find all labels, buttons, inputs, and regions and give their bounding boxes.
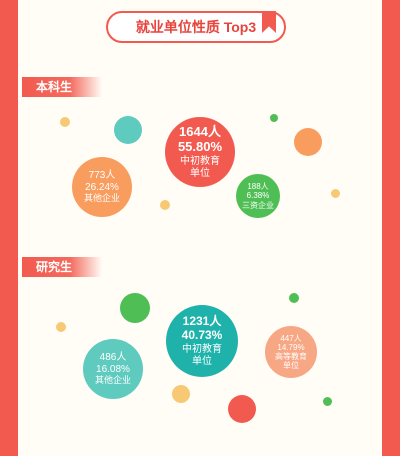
graduate-top2-bubble: 486人 16.08% 其他企业 bbox=[83, 339, 143, 399]
graduate-top1-type: 中初教育 bbox=[182, 344, 222, 356]
undergrad-top3-bubble: 188人 6.38% 三资企业 bbox=[236, 174, 280, 218]
decor-dot bbox=[160, 200, 170, 210]
graduate-top3-type-2: 单位 bbox=[283, 361, 299, 371]
graduate-top2-count: 486人 bbox=[99, 352, 127, 364]
undergrad-top2-percent: 26.24% bbox=[85, 181, 119, 193]
decor-dot bbox=[294, 128, 322, 156]
decor-dot bbox=[60, 117, 70, 127]
graduate-top3-count: 447人 bbox=[280, 333, 302, 343]
bookmark-icon bbox=[262, 11, 276, 33]
undergrad-top3-type: 三资企业 bbox=[242, 200, 274, 210]
undergrad-top2-type: 其他企业 bbox=[83, 193, 120, 204]
undergrad-top1-bubble: 1644人 55.80% 中初教育 单位 bbox=[165, 117, 235, 187]
graduate-top2-percent: 16.08% bbox=[96, 363, 130, 375]
decor-dot bbox=[172, 385, 190, 403]
section-label-undergrad: 本科生 bbox=[22, 77, 102, 97]
graduate-top1-count: 1231人 bbox=[182, 313, 222, 328]
undergrad-top1-type-2: 单位 bbox=[190, 167, 210, 179]
decor-dot bbox=[270, 114, 278, 122]
undergrad-top1-percent: 55.80% bbox=[177, 138, 223, 154]
graduate-top2-type: 其他企业 bbox=[94, 375, 131, 386]
undergrad-top1-count: 1644人 bbox=[179, 123, 221, 139]
page-title: 就业单位性质 Top3 bbox=[106, 11, 286, 43]
undergrad-top1-type: 中初教育 bbox=[180, 156, 220, 168]
section-label-undergrad-text: 本科生 bbox=[36, 80, 73, 94]
page-title-text: 就业单位性质 Top3 bbox=[135, 19, 257, 35]
graduate-top3-percent: 14.79% bbox=[277, 342, 305, 352]
undergrad-top2-count: 773人 bbox=[88, 170, 116, 182]
decor-dot bbox=[331, 189, 340, 198]
undergrad-top3-percent: 6.38% bbox=[246, 191, 270, 201]
section-label-graduate-text: 研究生 bbox=[36, 260, 73, 274]
decor-dot bbox=[114, 116, 142, 144]
decor-dot bbox=[228, 395, 256, 423]
decor-dot bbox=[323, 397, 332, 406]
undergrad-top2-bubble: 773人 26.24% 其他企业 bbox=[72, 157, 132, 217]
graduate-top3-bubble: 447人 14.79% 高等教育 单位 bbox=[265, 326, 317, 378]
decor-dot bbox=[56, 322, 66, 332]
decor-dot bbox=[120, 293, 150, 323]
graduate-top1-type-2: 单位 bbox=[192, 355, 212, 367]
undergrad-top3-count: 188人 bbox=[247, 182, 269, 192]
decor-dot bbox=[289, 293, 299, 303]
graduate-top1-bubble: 1231人 40.73% 中初教育 单位 bbox=[166, 305, 238, 377]
graduate-top3-type: 高等教育 bbox=[275, 352, 307, 361]
section-label-graduate: 研究生 bbox=[22, 257, 102, 277]
graduate-top1-percent: 40.73% bbox=[181, 327, 223, 342]
content-panel bbox=[18, 0, 382, 456]
